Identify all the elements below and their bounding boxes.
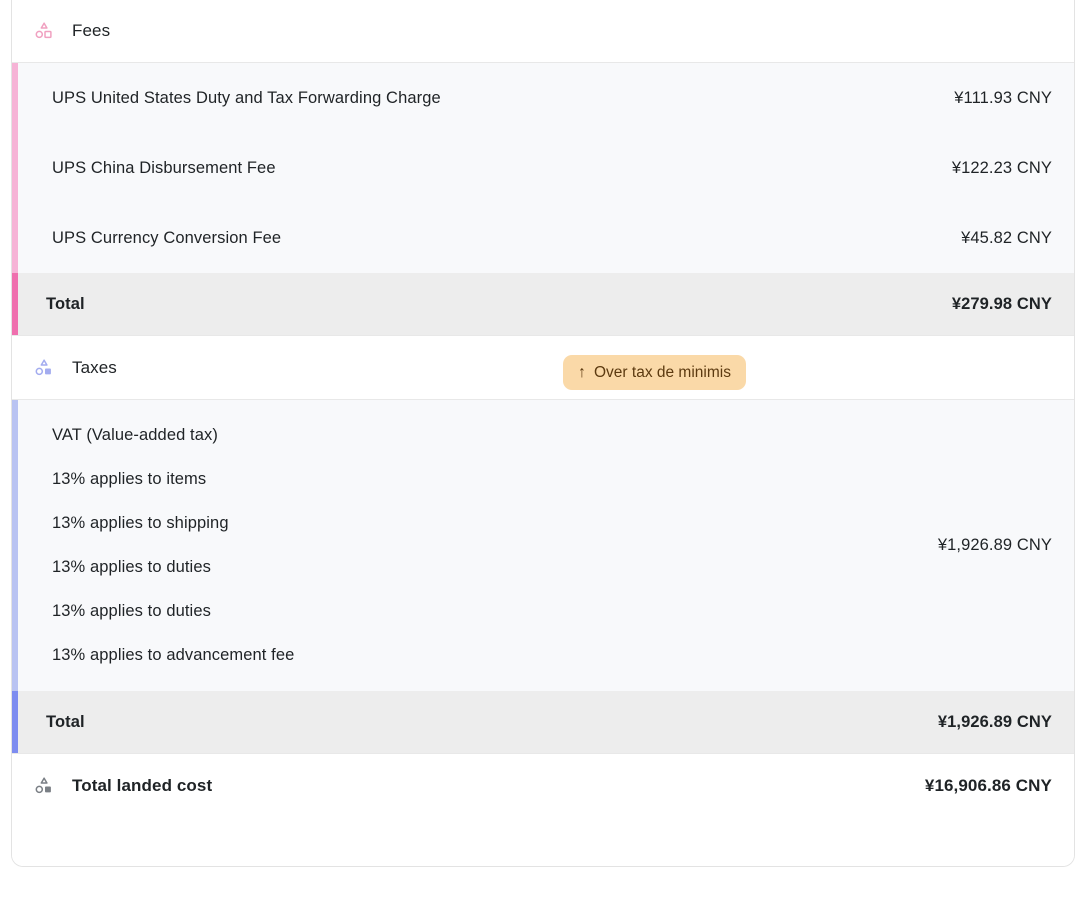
taxes-total-amount: ¥1,926.89 CNY xyxy=(937,712,1052,731)
card-footer-space xyxy=(12,818,1074,866)
fee-amount: ¥111.93 CNY xyxy=(954,88,1052,107)
taxes-block: VAT (Value-added tax) 13% applies to ite… xyxy=(12,400,1074,753)
total-landed-cost-amount: ¥16,906.86 CNY xyxy=(924,776,1052,795)
shapes-icon xyxy=(32,774,56,798)
vat-rule-line: 13% applies to duties xyxy=(52,558,211,576)
total-landed-cost-row: Total landed cost ¥16,906.86 CNY xyxy=(12,754,1074,818)
taxes-rail xyxy=(12,400,18,691)
fees-title: Fees xyxy=(72,20,111,40)
fees-total-amount: ¥279.98 CNY xyxy=(951,294,1052,313)
fees-section-header: Fees xyxy=(12,0,1074,63)
fees-block: UPS United States Duty and Tax Forwardin… xyxy=(12,63,1074,335)
fee-amount: ¥122.23 CNY xyxy=(951,158,1052,177)
total-landed-cost-label: Total landed cost xyxy=(72,776,213,795)
table-row: UPS United States Duty and Tax Forwardin… xyxy=(18,63,1074,133)
status-badge: ↑ Over tax de minimis xyxy=(563,355,746,390)
divider xyxy=(12,335,1074,336)
fees-total-rail xyxy=(12,273,18,335)
shapes-icon xyxy=(32,19,56,43)
fees-rail xyxy=(12,63,18,273)
vat-rule-line: 13% applies to shipping xyxy=(52,514,229,532)
taxes-total-row: Total ¥1,926.89 CNY xyxy=(12,691,1074,753)
arrow-up-icon: ↑ xyxy=(578,363,586,381)
taxes-title: Taxes xyxy=(72,357,117,377)
fee-label: UPS China Disbursement Fee xyxy=(52,158,276,177)
taxes-section-header: Taxes xyxy=(12,336,1074,400)
vat-detail-text: VAT (Value-added tax) 13% applies to ite… xyxy=(52,426,938,665)
vat-rule-line: 13% applies to advancement fee xyxy=(52,646,295,664)
taxes-rows: VAT (Value-added tax) 13% applies to ite… xyxy=(12,400,1074,691)
taxes-total-label: Total xyxy=(46,712,85,731)
status-badge-label: Over tax de minimis xyxy=(594,363,731,381)
divider xyxy=(12,753,1074,754)
vat-rule-line: 13% applies to items xyxy=(52,470,207,488)
fee-label: UPS Currency Conversion Fee xyxy=(52,228,282,247)
fee-label: UPS United States Duty and Tax Forwardin… xyxy=(52,88,441,107)
vat-title: VAT (Value-added tax) xyxy=(52,426,218,444)
vat-amount: ¥1,926.89 CNY xyxy=(937,536,1052,554)
shapes-icon xyxy=(32,356,56,380)
taxes-total-rail xyxy=(12,691,18,753)
vat-detail-row: VAT (Value-added tax) 13% applies to ite… xyxy=(18,400,1074,691)
table-row: UPS China Disbursement Fee ¥122.23 CNY xyxy=(18,133,1074,203)
table-row: UPS Currency Conversion Fee ¥45.82 CNY xyxy=(18,203,1074,273)
vat-rule-line: 13% applies to duties xyxy=(52,602,211,620)
fees-total-row: Total ¥279.98 CNY xyxy=(12,273,1074,335)
fee-amount: ¥45.82 CNY xyxy=(961,228,1052,247)
fees-total-label: Total xyxy=(46,294,85,313)
landed-cost-card: Fees UPS United States Duty and Tax Forw… xyxy=(11,0,1075,867)
fees-rows: UPS United States Duty and Tax Forwardin… xyxy=(12,63,1074,273)
